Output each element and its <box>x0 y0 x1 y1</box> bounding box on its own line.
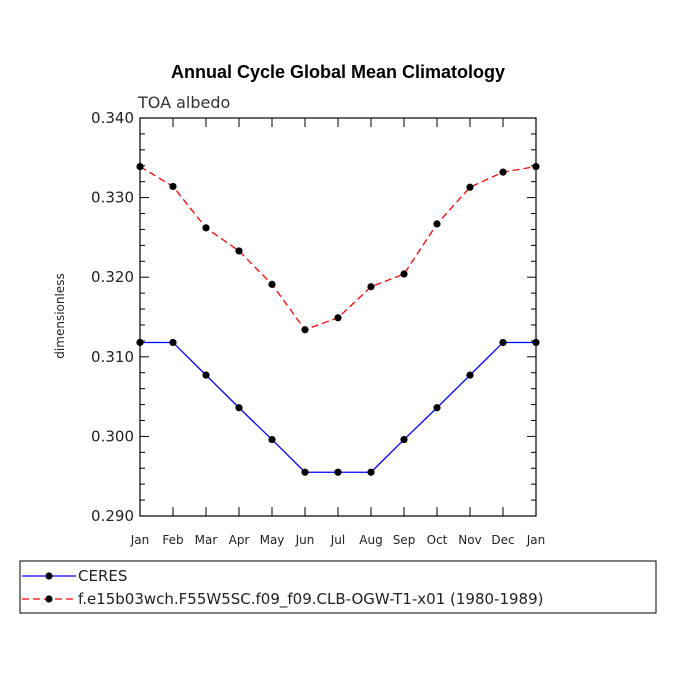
x-tick-label: Aug <box>359 533 382 547</box>
x-tick-label: Nov <box>458 533 481 547</box>
y-tick-label: 0.320 <box>91 268 134 286</box>
chart-subtitle: TOA albedo <box>137 93 230 112</box>
series-ceres <box>136 338 540 476</box>
data-point <box>466 183 474 191</box>
x-tick-label: May <box>260 533 285 547</box>
x-tick-label: Feb <box>162 533 183 547</box>
data-point <box>235 247 243 255</box>
series-line <box>139 165 537 331</box>
data-point <box>334 314 342 322</box>
y-tick-label: 0.310 <box>91 348 134 366</box>
data-point <box>169 338 177 347</box>
series-model <box>136 162 540 334</box>
plot-frame <box>139 117 537 517</box>
data-point <box>400 270 408 278</box>
data-point <box>136 338 144 347</box>
chart-title: Annual Cycle Global Mean Climatology <box>171 62 505 82</box>
x-tick-label: Dec <box>491 533 514 547</box>
x-tick-label: Oct <box>427 533 448 547</box>
data-point <box>202 371 210 379</box>
data-point <box>136 162 144 171</box>
legend-marker <box>45 595 53 603</box>
x-tick-label: Mar <box>195 533 218 547</box>
data-point <box>499 338 507 347</box>
data-point <box>433 404 441 412</box>
data-point <box>367 283 375 291</box>
y-tick-label: 0.300 <box>91 427 134 445</box>
legend-label: CERES <box>78 567 127 585</box>
data-point <box>235 404 243 412</box>
data-point <box>334 468 342 476</box>
x-tick-label: Jan <box>130 533 150 547</box>
legend-box <box>19 560 657 614</box>
data-point <box>367 468 375 476</box>
x-tick-label: Jun <box>295 533 315 547</box>
data-point <box>532 338 540 347</box>
data-point <box>499 168 507 176</box>
data-point <box>268 280 276 288</box>
data-point <box>301 326 309 334</box>
x-tick-label: Sep <box>393 533 416 547</box>
x-tick-label: Apr <box>229 533 250 547</box>
data-point <box>466 371 474 379</box>
data-point <box>301 468 309 476</box>
data-point <box>433 220 441 228</box>
legend-marker <box>45 572 53 580</box>
y-axis-label: dimensionless <box>53 273 67 358</box>
y-tick-label: 0.290 <box>91 507 134 525</box>
series-line <box>140 341 536 473</box>
y-tick-label: 0.330 <box>91 189 134 207</box>
x-tick-label: Jul <box>330 533 345 547</box>
y-tick-label: 0.340 <box>91 109 134 127</box>
data-point <box>400 435 408 444</box>
legend: CERES f.e15b03wch.F55W5SC.f09_f09.CLB-OGW… <box>19 560 657 614</box>
legend-label: f.e15b03wch.F55W5SC.f09_f09.CLB-OGW-T1-x… <box>78 590 543 609</box>
data-point <box>202 224 210 232</box>
data-point <box>169 182 177 191</box>
data-point <box>268 435 276 444</box>
data-point <box>532 162 540 171</box>
x-tick-label: Jan <box>526 533 546 547</box>
